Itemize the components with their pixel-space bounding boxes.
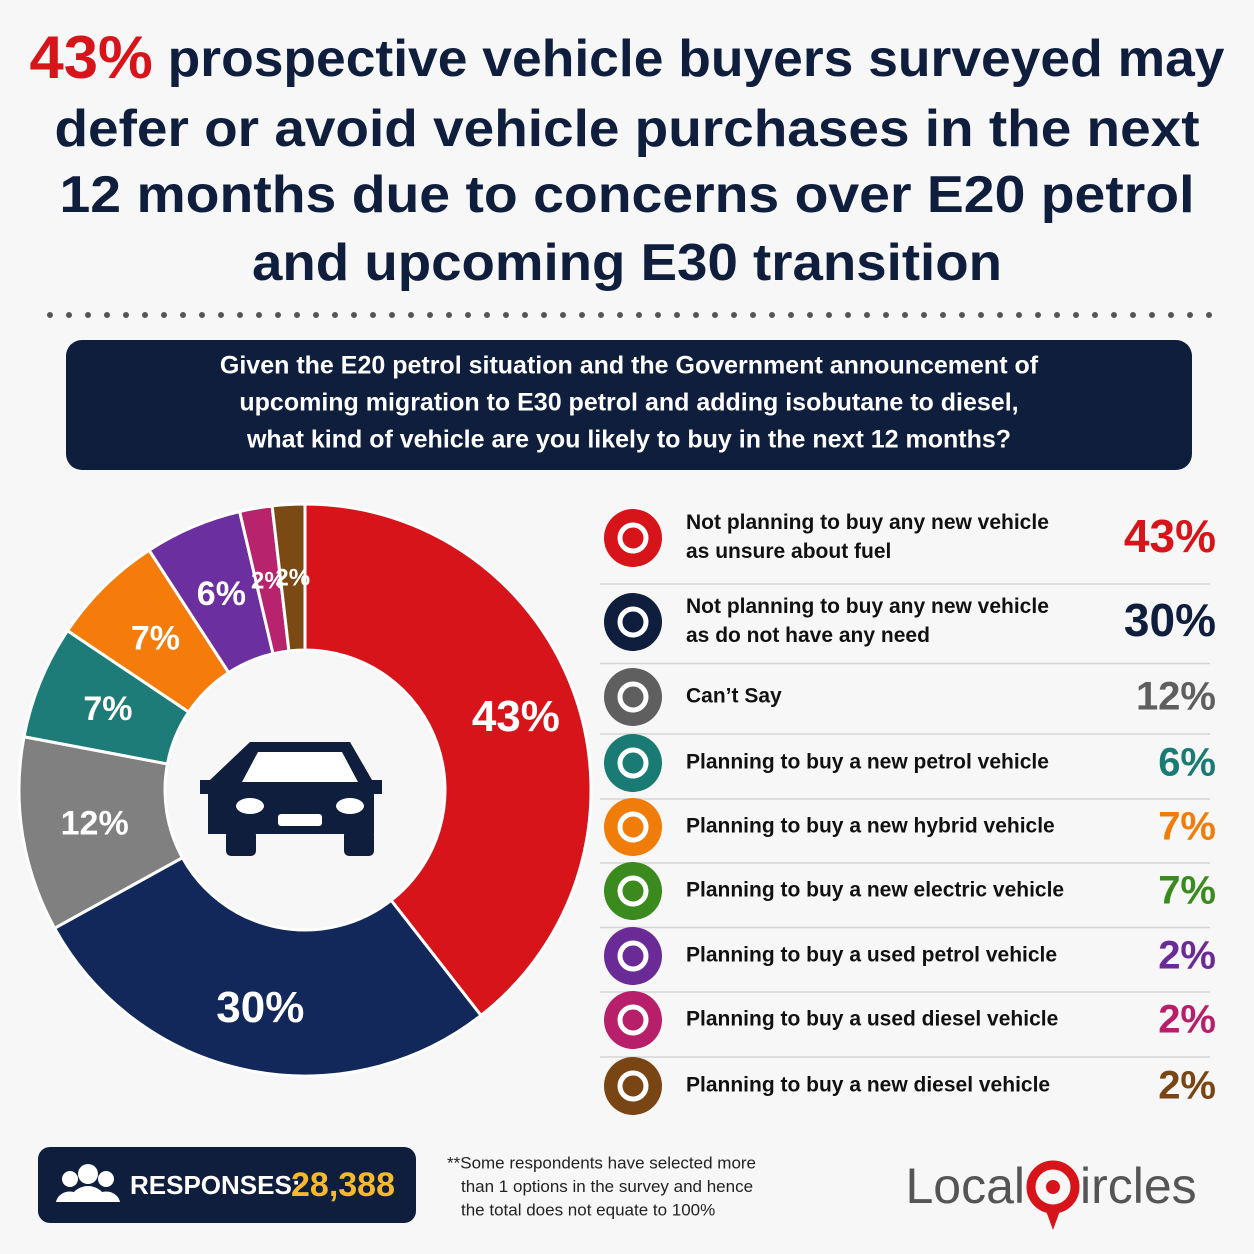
segment-label: 7% — [131, 619, 180, 657]
legend-icon — [604, 991, 662, 1049]
title-text: and upcoming E30 transition — [252, 234, 1002, 292]
legend-icon-glyph — [617, 681, 649, 713]
legend-icon — [604, 509, 662, 567]
legend-icon — [604, 593, 662, 651]
title-text: defer or avoid vehicle purchases in the … — [55, 100, 1200, 158]
title-line: and upcoming E30 transition — [252, 234, 1002, 292]
legend-label: as unsure about fuel — [686, 540, 891, 563]
legend-icon-glyph — [617, 811, 649, 843]
legend-icon-glyph — [617, 1004, 649, 1036]
responses-label: RESPONSES: — [130, 1170, 301, 1200]
segment-label: 2% — [275, 565, 310, 592]
legend-label: Planning to buy a used diesel vehicle — [686, 1008, 1058, 1031]
legend-icon — [604, 798, 662, 856]
legend-icon-glyph — [617, 606, 649, 638]
legend-label: Planning to buy a new hybrid vehicle — [686, 815, 1055, 838]
title-line: defer or avoid vehicle purchases in the … — [55, 100, 1200, 158]
people-icon — [56, 1164, 120, 1202]
title-highlight: 43% — [30, 24, 153, 91]
segment-label: 6% — [197, 575, 246, 613]
legend-label: as do not have any need — [686, 624, 930, 647]
donut-segment — [17, 734, 185, 931]
footnote-line: than 1 options in the survey and hence — [461, 1177, 753, 1196]
question-line: what kind of vehicle are you likely to b… — [246, 426, 1011, 454]
legend-value: 2% — [1158, 934, 1216, 978]
legend-icon — [604, 734, 662, 792]
legend-icon-glyph — [617, 1070, 649, 1102]
logo-text: ircles — [1080, 1158, 1197, 1214]
title-line: 43% prospective vehicle buyers surveyed … — [30, 24, 1225, 91]
segment-label: 12% — [61, 805, 129, 843]
legend-icon — [604, 1057, 662, 1115]
footnote-line: **Some respondents have selected more — [447, 1153, 756, 1172]
title-text: 12 months due to concerns over E20 petro… — [60, 166, 1195, 224]
legend-icon — [604, 668, 662, 726]
legend-value: 7% — [1158, 805, 1216, 849]
footnote-line: the total does not equate to 100% — [461, 1200, 715, 1219]
question-box — [66, 340, 1192, 470]
segment-label: 30% — [216, 983, 304, 1032]
legend-label: Planning to buy a new petrol vehicle — [686, 751, 1049, 774]
legend-value: 7% — [1158, 869, 1216, 913]
donut-segment — [270, 502, 307, 653]
segment-label: 7% — [83, 690, 132, 728]
responses-box — [38, 1147, 416, 1223]
legend-label: Can’t Say — [686, 685, 782, 708]
donut-chart: 43%30%12%7%7%6% 2%2% — [17, 502, 593, 1078]
legend-icon-glyph — [617, 747, 649, 779]
logo-text: Local — [905, 1158, 1025, 1214]
responses-value: 28,388 — [291, 1166, 395, 1204]
legend-icon — [604, 927, 662, 985]
legend-value: 43% — [1124, 510, 1216, 562]
donut-segment — [303, 502, 593, 1018]
logo-pin — [1026, 1160, 1080, 1230]
car-icon — [200, 742, 382, 856]
legend-value: 6% — [1158, 741, 1216, 785]
legend-value: 12% — [1136, 675, 1216, 719]
legend-label: Planning to buy a new electric vehicle — [686, 879, 1064, 902]
question-line: upcoming migration to E30 petrol and add… — [239, 389, 1018, 417]
title-line: 12 months due to concerns over E20 petro… — [60, 166, 1195, 224]
legend-value: 30% — [1124, 594, 1216, 646]
title-text: prospective vehicle buyers surveyed may — [168, 30, 1225, 88]
legend-label: Planning to buy a used petrol vehicle — [686, 944, 1057, 967]
question-line: Given the E20 petrol situation and the G… — [220, 352, 1039, 380]
legend-icon-glyph — [617, 940, 649, 972]
legend-icon-glyph — [617, 522, 649, 554]
segment-label: 43% — [472, 692, 560, 741]
legend-value: 2% — [1158, 1064, 1216, 1108]
legend-icon-glyph — [617, 875, 649, 907]
legend-icon — [604, 862, 662, 920]
legend-label: Planning to buy a new diesel vehicle — [686, 1074, 1050, 1097]
legend-label: Not planning to buy any new vehicle — [686, 595, 1049, 618]
donut-segment — [52, 855, 484, 1078]
legend-label: Not planning to buy any new vehicle — [686, 511, 1049, 534]
legend-value: 2% — [1158, 998, 1216, 1042]
